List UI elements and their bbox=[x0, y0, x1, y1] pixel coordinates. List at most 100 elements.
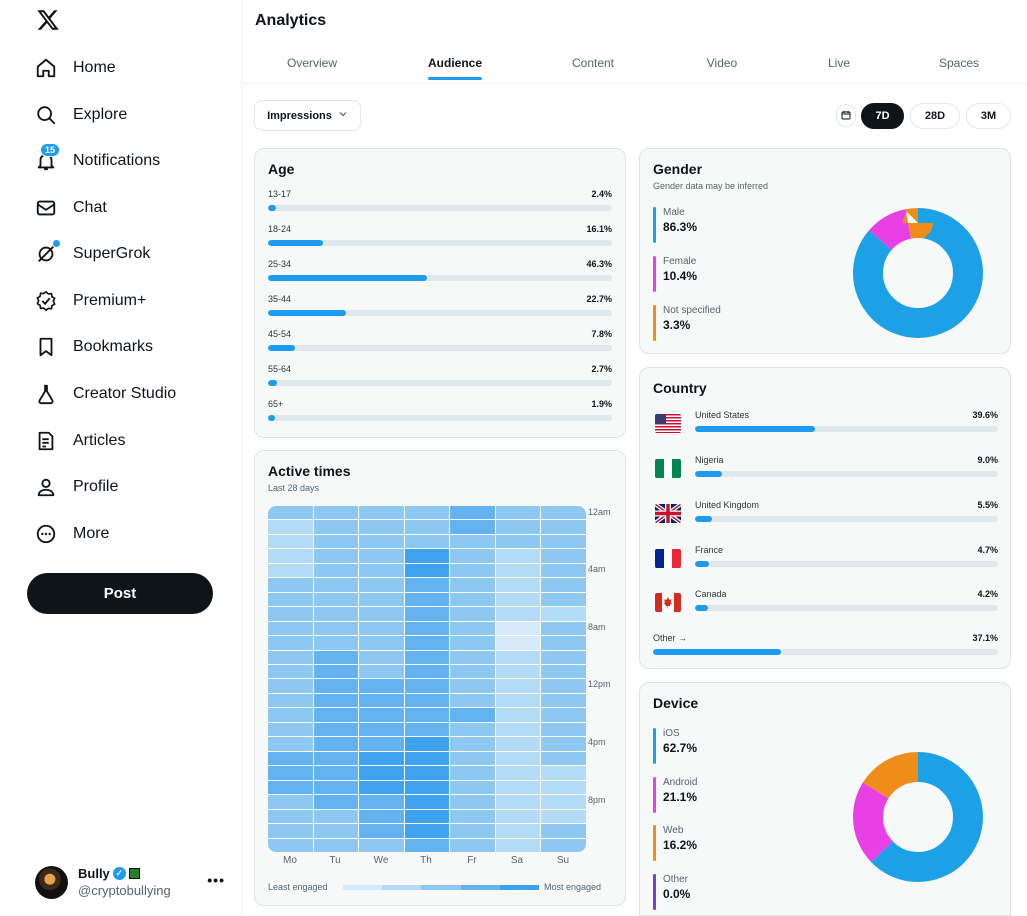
heatmap-cell[interactable] bbox=[495, 679, 541, 693]
heatmap-cell[interactable] bbox=[268, 563, 313, 578]
heatmap-cell[interactable] bbox=[450, 722, 495, 737]
heatmap-cell[interactable] bbox=[359, 607, 404, 621]
tab-live[interactable]: Live bbox=[827, 56, 851, 70]
heatmap-cell[interactable] bbox=[541, 708, 586, 722]
heatmap-cell[interactable] bbox=[268, 578, 313, 592]
heatmap-cell[interactable] bbox=[268, 693, 313, 708]
heatmap-cell[interactable] bbox=[541, 780, 586, 795]
heatmap-cell[interactable] bbox=[404, 665, 450, 679]
heatmap-cell[interactable] bbox=[495, 520, 541, 534]
heatmap-cell[interactable] bbox=[313, 665, 359, 679]
calendar-button[interactable] bbox=[836, 104, 856, 127]
heatmap-cell[interactable] bbox=[313, 824, 359, 838]
more-dots-icon[interactable]: ••• bbox=[207, 872, 225, 888]
heatmap-cell[interactable] bbox=[404, 693, 450, 708]
heatmap-cell[interactable] bbox=[268, 809, 313, 824]
heatmap-cell[interactable] bbox=[450, 679, 495, 693]
heatmap-cell[interactable] bbox=[404, 809, 450, 824]
country-other-link[interactable]: Other → bbox=[653, 633, 688, 643]
heatmap-cell[interactable] bbox=[495, 809, 541, 824]
sidebar-item-bookmarks[interactable]: Bookmarks bbox=[34, 327, 153, 367]
heatmap-cell[interactable] bbox=[404, 636, 450, 650]
heatmap-cell[interactable] bbox=[495, 607, 541, 621]
heatmap-cell[interactable] bbox=[359, 693, 404, 708]
heatmap-cell[interactable] bbox=[404, 751, 450, 766]
tab-video[interactable]: Video bbox=[706, 56, 738, 70]
heatmap-cell[interactable] bbox=[313, 607, 359, 621]
heatmap-cell[interactable] bbox=[268, 534, 313, 549]
heatmap-cell[interactable] bbox=[495, 650, 541, 665]
heatmap-cell[interactable] bbox=[404, 708, 450, 722]
heatmap-cell[interactable] bbox=[495, 824, 541, 838]
heatmap-cell[interactable] bbox=[313, 578, 359, 592]
heatmap-cell[interactable] bbox=[313, 838, 359, 852]
heatmap-cell[interactable] bbox=[313, 737, 359, 751]
heatmap-cell[interactable] bbox=[541, 679, 586, 693]
heatmap-cell[interactable] bbox=[541, 795, 586, 809]
heatmap-cell[interactable] bbox=[450, 708, 495, 722]
heatmap-cell[interactable] bbox=[313, 809, 359, 824]
heatmap-cell[interactable] bbox=[495, 506, 541, 520]
heatmap-cell[interactable] bbox=[495, 693, 541, 708]
heatmap-cell[interactable] bbox=[495, 636, 541, 650]
heatmap-cell[interactable] bbox=[268, 520, 313, 534]
heatmap-cell[interactable] bbox=[404, 549, 450, 563]
heatmap-cell[interactable] bbox=[495, 563, 541, 578]
heatmap-cell[interactable] bbox=[541, 809, 586, 824]
heatmap-cell[interactable] bbox=[359, 563, 404, 578]
heatmap-cell[interactable] bbox=[495, 708, 541, 722]
sidebar-item-creator-studio[interactable]: Creator Studio bbox=[34, 374, 176, 414]
heatmap-cell[interactable] bbox=[359, 621, 404, 636]
heatmap-cell[interactable] bbox=[359, 578, 404, 592]
heatmap-cell[interactable] bbox=[313, 708, 359, 722]
heatmap-cell[interactable] bbox=[359, 766, 404, 780]
heatmap-cell[interactable] bbox=[450, 838, 495, 852]
metric-select[interactable]: Impressions bbox=[254, 100, 361, 131]
heatmap-cell[interactable] bbox=[404, 722, 450, 737]
heatmap-cell[interactable] bbox=[541, 650, 586, 665]
heatmap-cell[interactable] bbox=[450, 549, 495, 563]
heatmap-cell[interactable] bbox=[359, 650, 404, 665]
tab-content[interactable]: Content bbox=[571, 56, 615, 70]
tab-audience[interactable]: Audience bbox=[427, 56, 483, 80]
heatmap-cell[interactable] bbox=[359, 549, 404, 563]
donut-slice-not-specified[interactable] bbox=[853, 208, 983, 338]
heatmap-cell[interactable] bbox=[313, 766, 359, 780]
heatmap-cell[interactable] bbox=[404, 534, 450, 549]
sidebar-item-home[interactable]: Home bbox=[34, 48, 116, 88]
heatmap-cell[interactable] bbox=[268, 679, 313, 693]
account-switcher[interactable]: Bully ✓ @cryptobullying ••• bbox=[35, 862, 235, 902]
heatmap-cell[interactable] bbox=[404, 520, 450, 534]
heatmap-cell[interactable] bbox=[359, 780, 404, 795]
heatmap-cell[interactable] bbox=[359, 751, 404, 766]
range-7d-button[interactable]: 7D bbox=[861, 103, 904, 129]
heatmap-cell[interactable] bbox=[313, 679, 359, 693]
heatmap-cell[interactable] bbox=[450, 737, 495, 751]
sidebar-item-profile[interactable]: Profile bbox=[34, 467, 118, 507]
heatmap-cell[interactable] bbox=[450, 665, 495, 679]
sidebar-item-notifications[interactable]: 15 Notifications bbox=[34, 141, 160, 181]
heatmap-cell[interactable] bbox=[541, 520, 586, 534]
range-28d-button[interactable]: 28D bbox=[910, 103, 960, 129]
heatmap-cell[interactable] bbox=[541, 766, 586, 780]
heatmap-cell[interactable] bbox=[404, 838, 450, 852]
heatmap-cell[interactable] bbox=[404, 607, 450, 621]
post-button[interactable]: Post bbox=[27, 573, 213, 614]
heatmap-cell[interactable] bbox=[268, 549, 313, 563]
heatmap-cell[interactable] bbox=[268, 607, 313, 621]
heatmap-cell[interactable] bbox=[450, 621, 495, 636]
heatmap-cell[interactable] bbox=[450, 520, 495, 534]
heatmap-cell[interactable] bbox=[313, 795, 359, 809]
heatmap-cell[interactable] bbox=[359, 737, 404, 751]
heatmap-cell[interactable] bbox=[268, 621, 313, 636]
heatmap-cell[interactable] bbox=[313, 722, 359, 737]
x-logo-icon[interactable] bbox=[36, 8, 60, 32]
heatmap-cell[interactable] bbox=[404, 578, 450, 592]
heatmap-cell[interactable] bbox=[541, 534, 586, 549]
heatmap-cell[interactable] bbox=[359, 809, 404, 824]
donut-slice-android[interactable] bbox=[853, 752, 983, 882]
heatmap-cell[interactable] bbox=[359, 592, 404, 607]
heatmap-cell[interactable] bbox=[313, 621, 359, 636]
heatmap-cell[interactable] bbox=[450, 563, 495, 578]
heatmap-cell[interactable] bbox=[268, 766, 313, 780]
